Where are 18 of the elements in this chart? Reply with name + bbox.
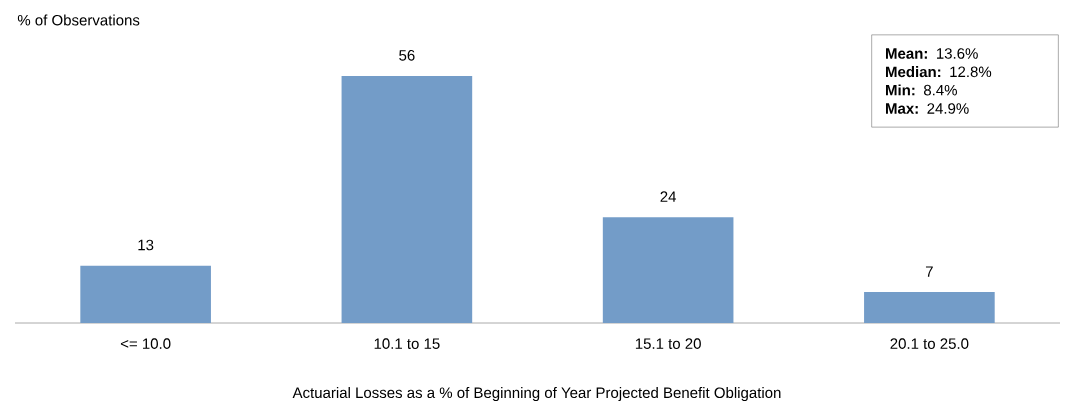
x-tick-label: 15.1 to 20 (635, 338, 701, 349)
data-label: 7 (925, 266, 933, 277)
bar (341, 75, 473, 323)
x-tick-label: 10.1 to 15 (374, 338, 440, 349)
annotation: Min: 8.4% (886, 84, 957, 96)
annotation: Median: 12.8% (886, 66, 992, 78)
data-label: 56 (399, 50, 415, 61)
x-tick-label: <= 10.0 (120, 338, 171, 349)
x-axis-title: Actuarial Losses as a % of Beginning of Year Projected Benefit Obligation (292, 387, 781, 401)
annotation: Max: 24.9% (886, 103, 969, 114)
bar (864, 292, 995, 323)
text: Mean: 13.6% (886, 48, 978, 59)
bar (602, 217, 734, 323)
data-label: 13 (138, 239, 154, 251)
bar (80, 265, 211, 323)
y-axis-title: % of Observations (17, 14, 140, 26)
x-tick-label: 20.1 to 25.0 (890, 338, 969, 349)
data-label: 24 (660, 191, 677, 202)
